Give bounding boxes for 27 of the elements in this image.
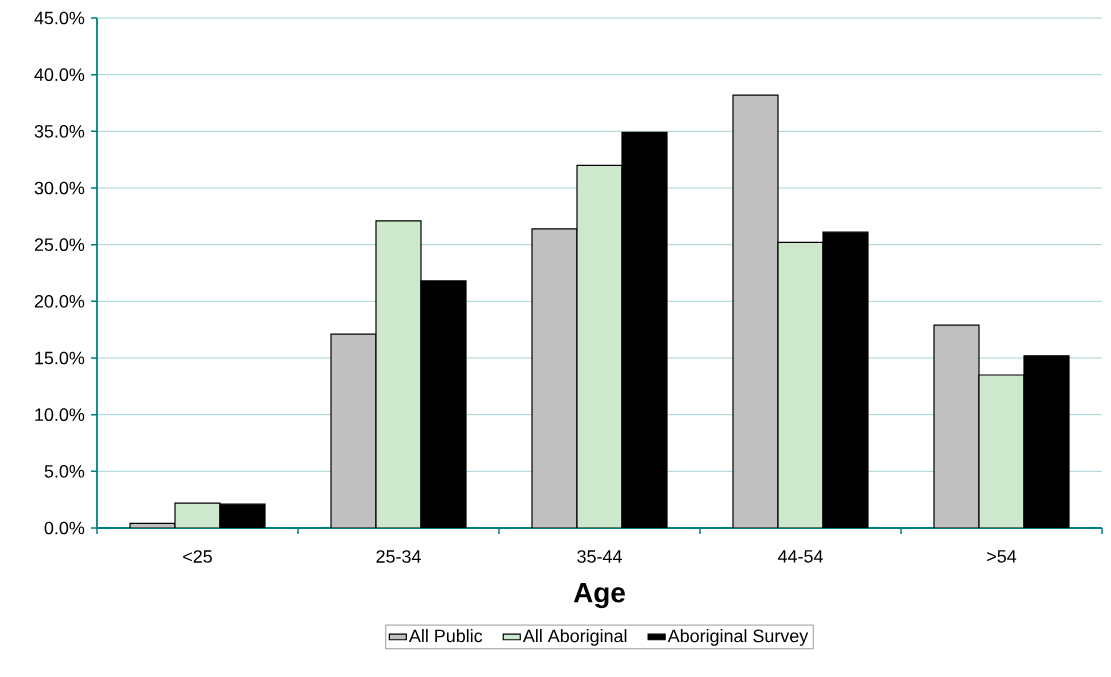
y-tick-label: 15.0%: [35, 351, 85, 365]
bar: [531, 228, 578, 528]
x-tick-label: <25: [183, 550, 212, 563]
x-tick-label: 25-34: [376, 550, 421, 563]
bar: [576, 164, 623, 528]
y-tick-label: 5.0%: [44, 464, 85, 478]
y-tick-label: 20.0%: [34, 294, 85, 308]
y-tick-label: 25.0%: [34, 238, 85, 252]
bar: [375, 220, 422, 528]
y-tick-label: 40.0%: [34, 68, 85, 82]
y-tick-label: 35.0%: [34, 124, 85, 138]
legend-label: Aboriginal Survey: [667, 629, 809, 646]
y-tick-label: 10.0%: [35, 408, 85, 422]
y-tick-label: 30.0%: [34, 181, 85, 195]
legend-label: All Aboriginal: [522, 629, 627, 646]
legend-label: All Public: [408, 629, 483, 643]
x-tick-label: 44-54: [777, 550, 823, 563]
y-tick-label: 45.0%: [34, 11, 85, 25]
y-tick-label: 0.0%: [44, 521, 85, 535]
x-tick-label: 35-44: [577, 550, 622, 563]
bar: [330, 333, 377, 528]
bar: [732, 94, 779, 528]
x-tick-label: >54: [987, 550, 1017, 563]
bar: [933, 324, 980, 528]
bar: [978, 374, 1025, 528]
x-axis-title: Age: [573, 583, 625, 609]
bar: [777, 241, 824, 528]
